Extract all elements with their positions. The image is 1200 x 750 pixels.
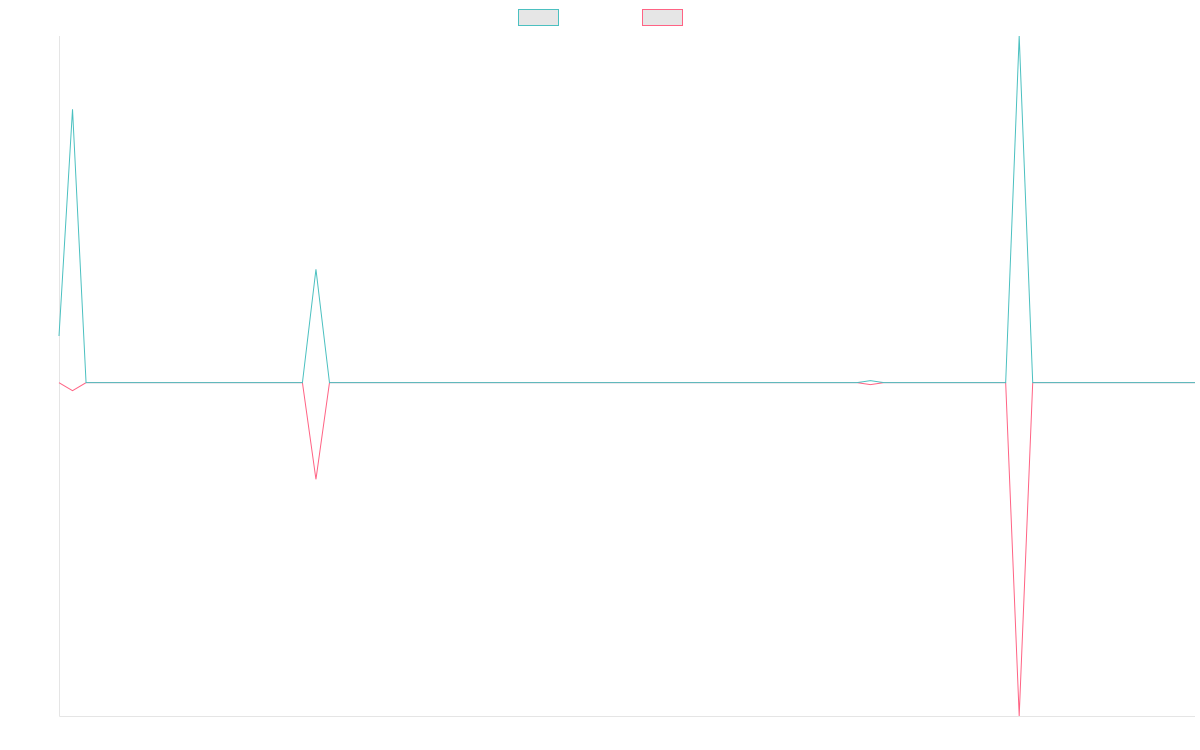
legend-swatch-1[interactable]	[518, 9, 559, 26]
series-line-1	[58, 35, 1195, 384]
chart-axes	[59, 36, 1195, 717]
chart-legend	[518, 9, 683, 26]
series-line-2	[58, 382, 1195, 717]
legend-swatch-2[interactable]	[642, 9, 683, 26]
series-layer	[58, 35, 1195, 717]
